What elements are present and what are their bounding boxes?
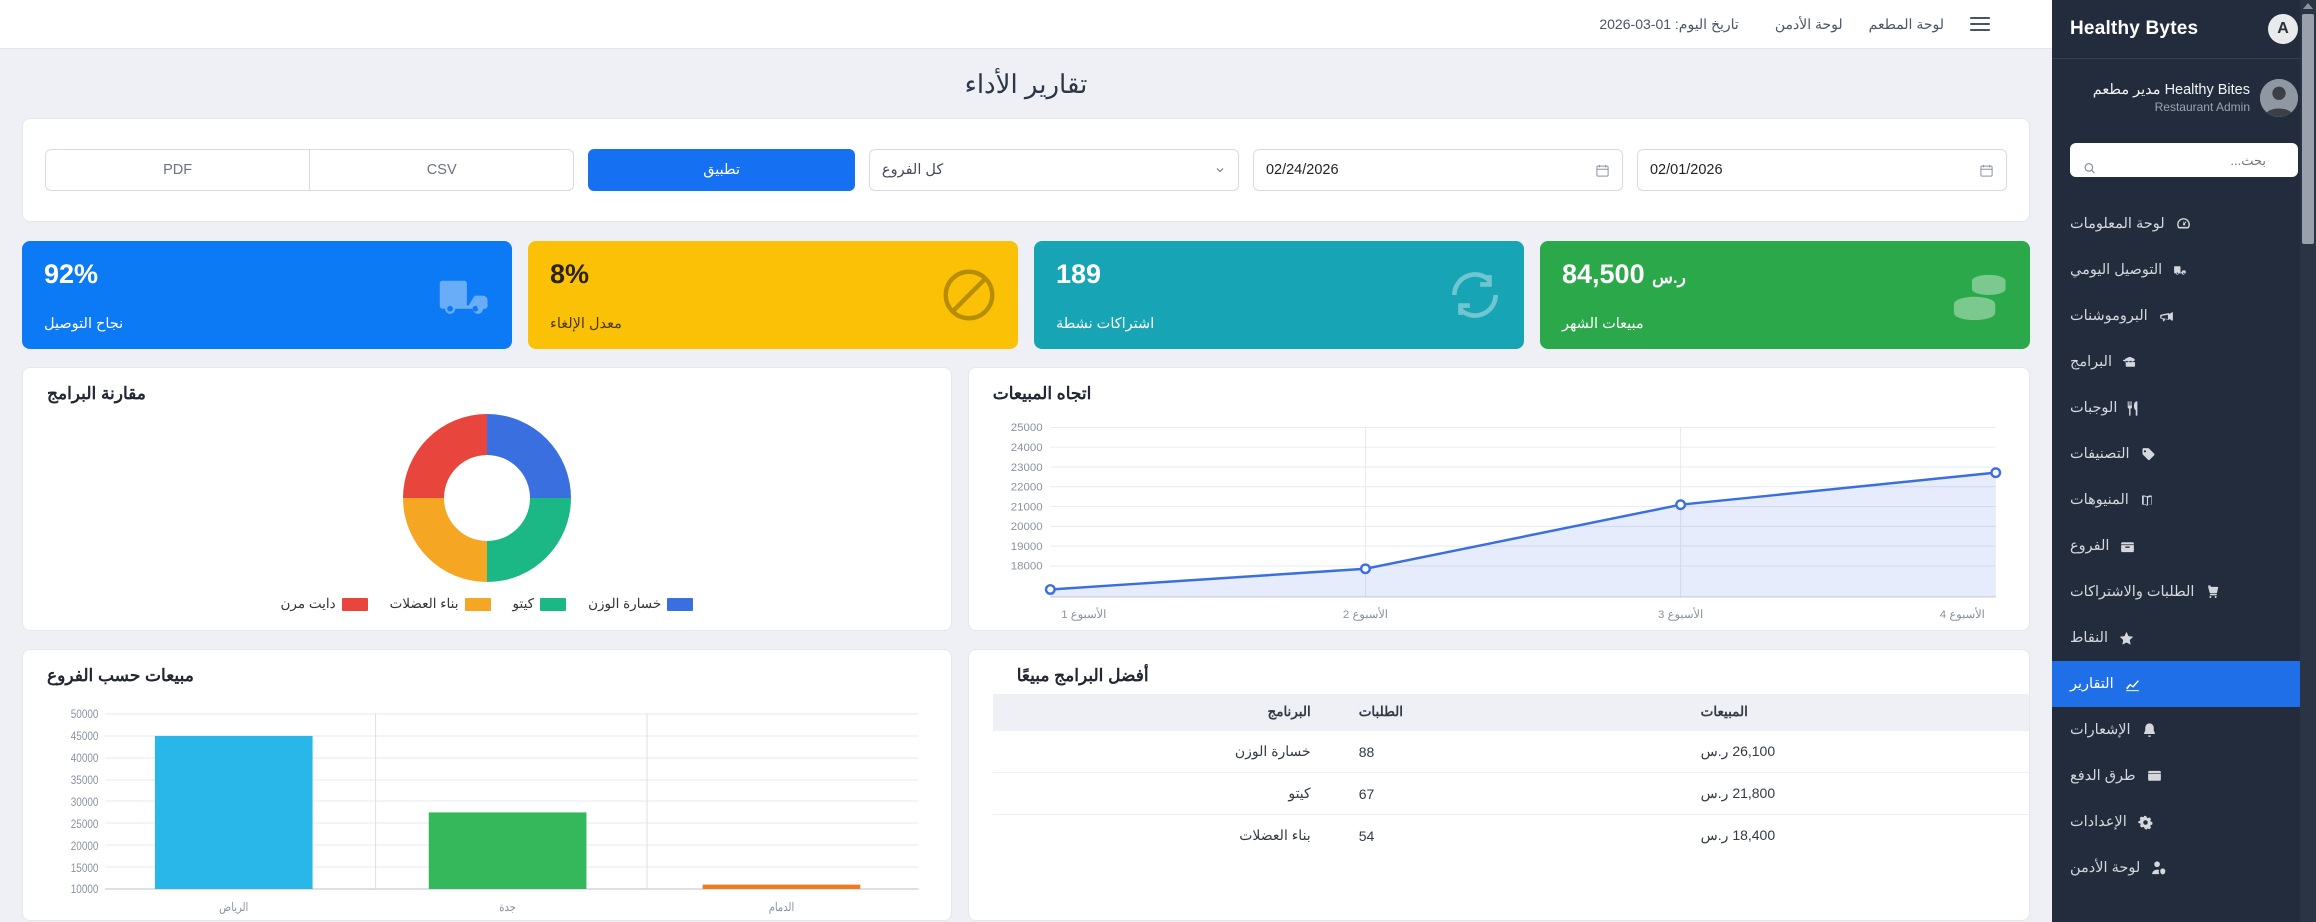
svg-text:الأسبوع 4: الأسبوع 4 — [1939, 607, 1984, 621]
svg-text:الدمام: الدمام — [769, 901, 795, 914]
svg-text:18000: 18000 — [1011, 561, 1043, 573]
svg-text:30000: 30000 — [71, 796, 99, 809]
svg-text:الأسبوع 3: الأسبوع 3 — [1658, 607, 1703, 621]
svg-text:21000: 21000 — [1011, 501, 1043, 513]
svg-text:15000: 15000 — [71, 862, 99, 875]
svg-text:25000: 25000 — [71, 818, 99, 831]
svg-text:22000: 22000 — [1011, 482, 1043, 494]
svg-text:19000: 19000 — [1011, 541, 1043, 553]
svg-text:45000: 45000 — [71, 730, 99, 743]
svg-text:10000: 10000 — [71, 883, 99, 896]
svg-text:الأسبوع 2: الأسبوع 2 — [1343, 607, 1388, 621]
svg-text:23000: 23000 — [1011, 462, 1043, 474]
svg-text:40000: 40000 — [71, 752, 99, 765]
svg-text:الرياض: الرياض — [219, 901, 248, 914]
svg-text:25000: 25000 — [1011, 422, 1043, 434]
svg-text:35000: 35000 — [71, 774, 99, 787]
svg-text:24000: 24000 — [1011, 442, 1043, 454]
svg-text:20000: 20000 — [1011, 521, 1043, 533]
svg-text:جدة: جدة — [499, 901, 516, 914]
svg-text:50000: 50000 — [71, 708, 99, 721]
svg-text:20000: 20000 — [71, 840, 99, 853]
svg-text:الأسبوع 1: الأسبوع 1 — [1061, 607, 1106, 621]
